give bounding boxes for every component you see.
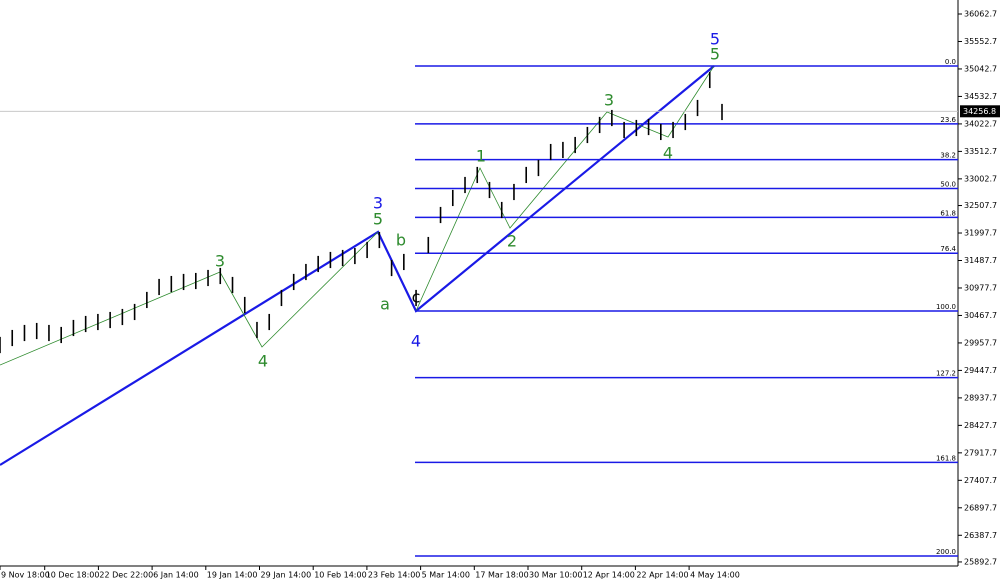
y-tick-label: 31997.7 [964, 229, 997, 238]
y-tick-label: 25892.7 [964, 557, 997, 566]
wave-label: 3 [215, 252, 225, 271]
y-tick-label: 34532.7 [964, 92, 997, 101]
y-tick-label: 32507.7 [964, 201, 997, 210]
wave-label: 5 [710, 45, 720, 64]
wave-label: 3 [604, 91, 614, 110]
current-price-label: 34256.8 [963, 107, 996, 116]
fib-label: 200.0 [936, 548, 956, 556]
y-tick-label: 33002.7 [964, 174, 997, 183]
fib-label: 76.4 [940, 245, 956, 253]
y-tick-label: 27917.7 [964, 448, 997, 457]
wave-label: c [412, 288, 421, 307]
y-tick-label: 35552.7 [964, 37, 997, 46]
fib-label: 38.2 [940, 152, 956, 160]
y-tick-label: 27407.7 [964, 476, 997, 485]
y-tick-label: 26897.7 [964, 503, 997, 512]
x-tick-label: 23 Feb 14:00 [368, 571, 420, 580]
wave-label: 4 [411, 332, 421, 351]
y-tick-label: 26387.7 [964, 531, 997, 540]
wave-label: 4 [258, 352, 268, 371]
x-tick-label: 9 Nov 18:00 [1, 571, 50, 580]
current-price-box [960, 105, 1000, 118]
y-tick-label: 30977.7 [964, 283, 997, 292]
y-tick-label: 29447.7 [964, 366, 997, 375]
wave-label: 1 [476, 147, 486, 166]
fib-label: 0.0 [945, 58, 956, 66]
x-tick-label: 10 Feb 14:00 [314, 571, 366, 580]
y-tick-label: 28427.7 [964, 421, 997, 430]
wave-label: 5 [373, 210, 383, 229]
y-tick-label: 30467.7 [964, 311, 997, 320]
y-tick-label: 34022.7 [964, 119, 997, 128]
x-tick-label: 19 Jan 14:00 [207, 571, 258, 580]
wave-label: 5 [710, 30, 720, 49]
x-tick-label: 6 Jan 14:00 [153, 571, 199, 580]
wave-label: 4 [663, 144, 673, 163]
fib-label: 50.0 [940, 180, 956, 188]
y-tick-label: 29957.7 [964, 338, 997, 347]
wave-line-minor [415, 65, 715, 312]
x-tick-label: 4 May 14:00 [690, 571, 740, 580]
x-tick-label: 30 Mar 10:00 [529, 571, 582, 580]
x-tick-label: 5 Mar 14:00 [422, 571, 470, 580]
x-tick-label: 12 Apr 14:00 [583, 571, 635, 580]
y-tick-label: 31487.7 [964, 256, 997, 265]
y-tick-label: 28937.7 [964, 393, 997, 402]
fib-label: 23.6 [940, 116, 956, 124]
wave-label: a [380, 295, 390, 314]
x-tick-label: 17 Mar 18:00 [475, 571, 528, 580]
wave-label: 3 [373, 194, 383, 213]
wave-label: b [396, 231, 406, 250]
wave-label: 2 [507, 232, 517, 251]
x-tick-label: 22 Dec 22:00 [99, 571, 153, 580]
y-tick-label: 33512.7 [964, 147, 997, 156]
fib-label: 100.0 [936, 303, 956, 311]
fib-label: 61.8 [940, 209, 956, 217]
y-tick-label: 35042.7 [964, 64, 997, 73]
x-tick-label: 10 Dec 18:00 [46, 571, 100, 580]
fib-label: 127.2 [936, 370, 956, 378]
x-tick-label: 22 Apr 14:00 [636, 571, 688, 580]
x-tick-label: 29 Jan 14:00 [261, 571, 312, 580]
fib-label: 161.8 [936, 454, 956, 462]
y-tick-label: 36062.7 [964, 9, 997, 18]
